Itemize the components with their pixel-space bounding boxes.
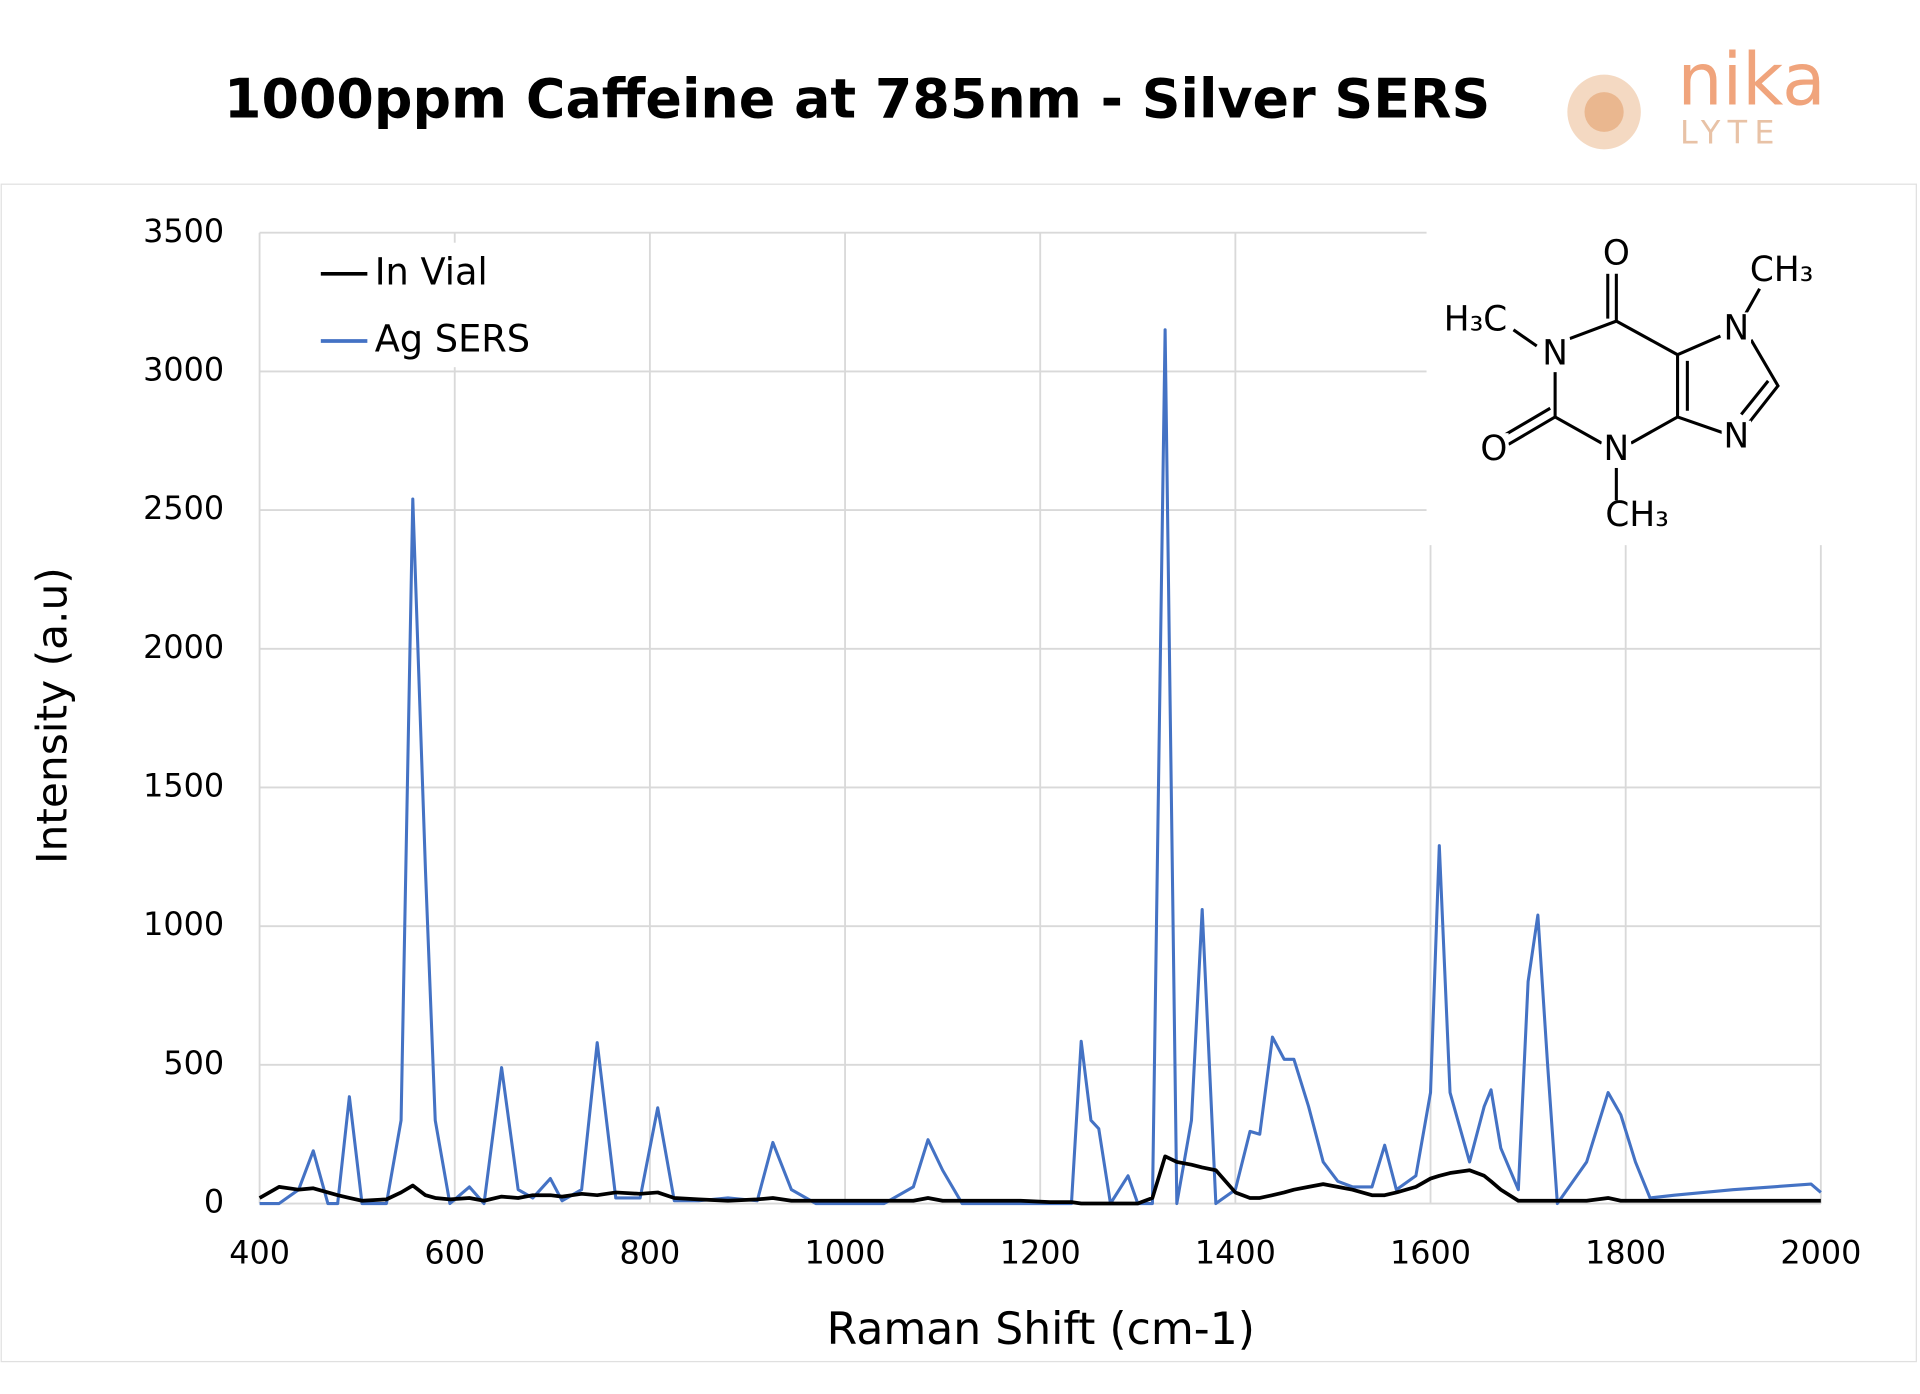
y-tick-label: 3500 [143, 212, 224, 250]
chart-root: 1000ppm Caffeine at 785nm - Silver SERS … [0, 38, 1917, 1363]
x-tick-label: 400 [229, 1233, 290, 1271]
atom-label: CH₃ [1605, 495, 1668, 535]
y-tick-label: 3000 [143, 350, 224, 388]
chart-frame [0, 183, 1917, 1363]
atom-label: N [1604, 429, 1630, 469]
x-tick-label: 800 [620, 1233, 681, 1271]
atom-bg [1460, 303, 1491, 339]
legend-label: In Vial [375, 250, 488, 293]
atom-bg [1540, 337, 1570, 373]
atom-label: N [1724, 308, 1750, 348]
y-tick-label: 2500 [143, 489, 224, 527]
atom-bg [1721, 420, 1752, 456]
x-axis-title: Raman Shift (cm-1) [827, 1303, 1255, 1354]
atom-bg [1622, 499, 1652, 534]
x-tick-label: 1000 [805, 1233, 886, 1271]
y-tick-label: 500 [163, 1044, 224, 1082]
atom-label: H₃C [1444, 299, 1507, 339]
x-tick-label: 1200 [1000, 1233, 1081, 1271]
x-tick-label: 1400 [1195, 1233, 1276, 1271]
atom-label: N [1542, 333, 1568, 373]
x-tick-label: 1800 [1585, 1233, 1666, 1271]
y-tick-label: 2000 [143, 628, 224, 666]
line [258, 1154, 1821, 1206]
atom-label: O [1480, 429, 1507, 469]
molecule: O CH₃ H₃C N N N N O CH₃ [1444, 233, 1814, 535]
atom-bg [1479, 433, 1509, 468]
logo: nika LYTE [1567, 38, 1826, 152]
atom-bg [1721, 312, 1752, 348]
legend-box [281, 242, 570, 368]
atom-label: O [1603, 233, 1630, 273]
y-tick-label: 0 [204, 1182, 224, 1220]
logo-circle [1584, 92, 1624, 132]
atom-bg [1601, 237, 1632, 273]
atom-label: CH₃ [1750, 250, 1813, 290]
atom-bg [1766, 253, 1797, 289]
plot: In Vial Ag SERS [258, 250, 1822, 1206]
legend-label: Ag SERS [375, 317, 530, 360]
x-tick-label: 1600 [1390, 1233, 1471, 1271]
y-axis-title: Intensity (a.u) [28, 567, 77, 864]
atom-bg [1601, 433, 1632, 468]
logo-text: nika [1678, 38, 1826, 122]
y-tick-label: 1500 [143, 766, 224, 804]
y-tick-label: 1000 [143, 905, 224, 943]
x-tick-label: 600 [424, 1233, 485, 1271]
chart-title: 1000ppm Caffeine at 785nm - Silver SERS [224, 67, 1490, 131]
atom-label: N [1724, 416, 1750, 456]
line [259, 328, 1822, 1206]
logo-sub: LYTE [1680, 113, 1782, 151]
molecule-bonds [1502, 273, 1780, 501]
x-tick-label: 2000 [1780, 1233, 1861, 1271]
